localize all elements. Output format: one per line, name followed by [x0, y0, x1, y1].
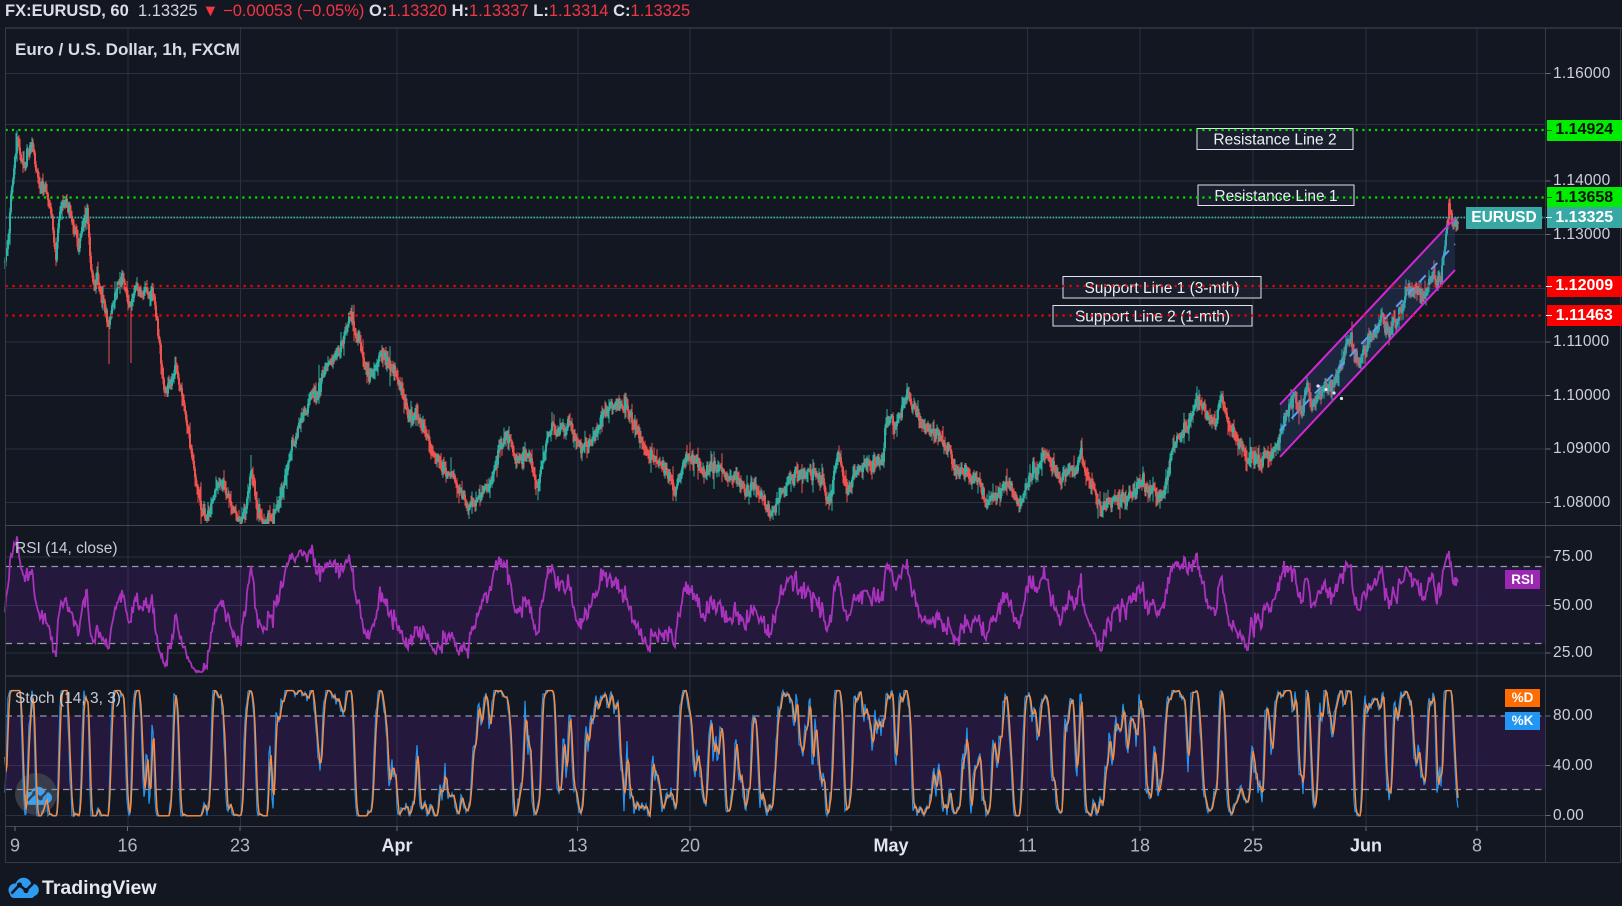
svg-text:Support Line 2 (1-mth): Support Line 2 (1-mth) — [1075, 308, 1230, 325]
svg-text:Support Line 1 (3-mth): Support Line 1 (3-mth) — [1084, 280, 1239, 297]
svg-text:Resistance Line 2: Resistance Line 2 — [1213, 132, 1336, 149]
svg-text:Resistance Line 1: Resistance Line 1 — [1214, 188, 1337, 205]
